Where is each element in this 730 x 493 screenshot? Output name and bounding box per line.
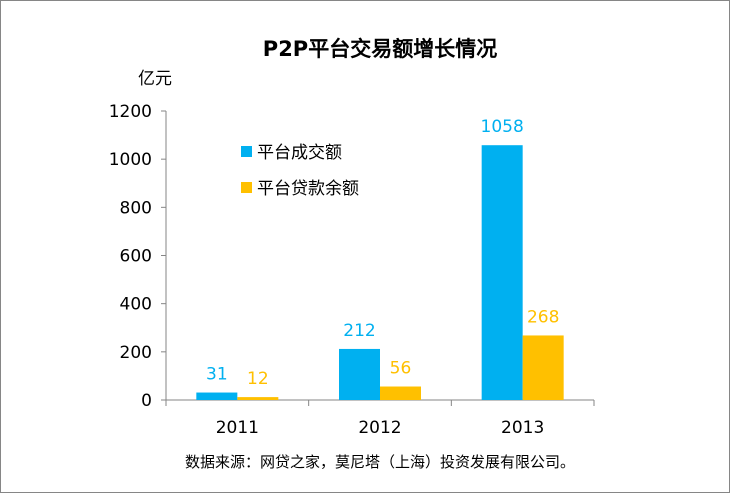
y-tick-label: 400 [120,295,152,315]
y-tick-label: 200 [120,343,152,363]
legend-swatch [241,146,252,157]
bars: 31 12 212 56 1058 268 [196,117,564,400]
y-tick-label: 800 [120,198,152,218]
data-label: 31 [206,365,228,385]
x-axis: 2011 2012 2013 [165,399,595,438]
bar-balance-2013 [522,335,564,400]
y-axis-label: 亿元 [138,69,172,89]
data-label: 268 [527,307,559,327]
data-label: 212 [343,321,375,341]
data-label: 56 [390,359,412,379]
legend-label: 平台贷款余额 [257,179,359,199]
bar-turnover-2012 [339,348,380,400]
bar-turnover-2013 [481,145,523,400]
source-note: 数据来源：网贷之家，莫尼塔（上海）投资发展有限公司。 [185,453,575,471]
data-label: 1058 [481,117,524,137]
data-label: 12 [247,369,269,389]
y-tick-label: 0 [141,391,152,411]
x-tick-label: 2013 [501,418,544,438]
bar-balance-2011 [237,397,279,400]
x-tick-label: 2011 [216,418,259,438]
legend-label: 平台成交额 [257,143,342,163]
y-axis: 0 200 400 600 800 1000 1200 [109,102,167,411]
y-tick-label: 1000 [109,150,152,170]
bar-turnover-2011 [196,392,238,400]
y-tick-label: 600 [120,247,152,267]
chart-title: P2P平台交易额增长情况 [263,37,497,61]
bar-balance-2012 [380,386,421,400]
x-tick-label: 2012 [358,418,401,438]
legend-swatch [241,182,252,193]
y-tick-label: 1200 [109,102,152,122]
